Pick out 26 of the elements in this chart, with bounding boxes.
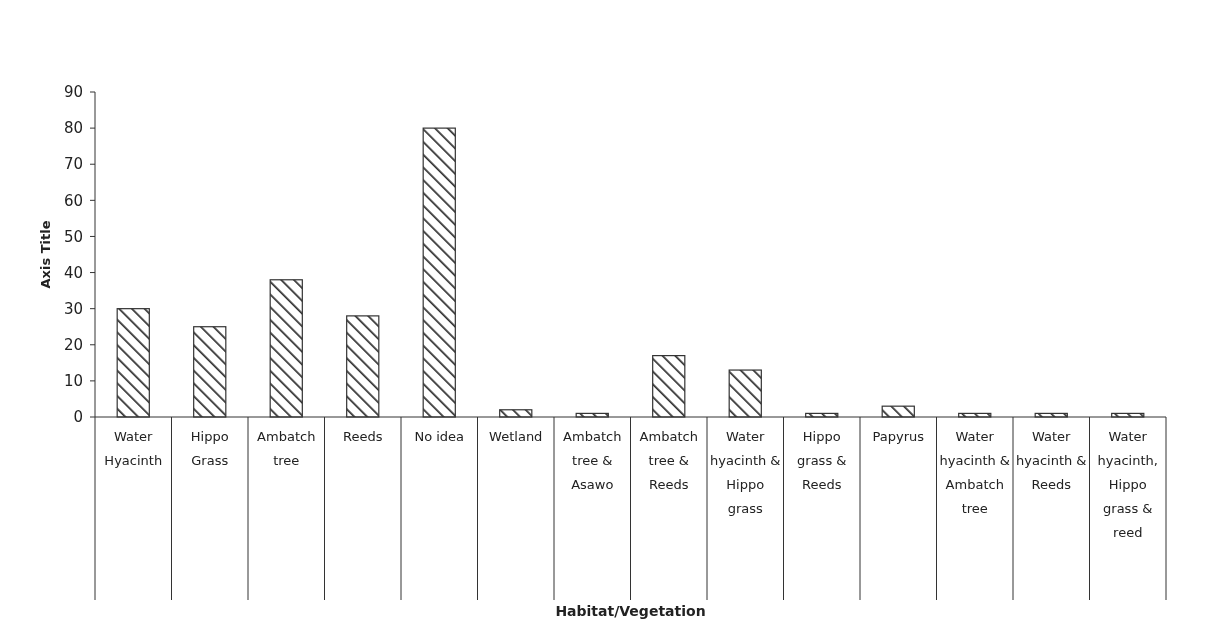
y-tick-label: 70	[63, 155, 83, 174]
x-tick-label: Reeds	[343, 429, 383, 444]
y-tick-label: 0	[73, 408, 83, 427]
x-axis-title: Habitat/Vegetation	[555, 603, 706, 619]
x-tick-label: Water hyacinth & Ambatch tree	[939, 429, 1011, 516]
x-tick-label: Water hyacinth & Hippo grass	[709, 429, 781, 516]
y-tick-label: 20	[63, 336, 83, 355]
y-tick-label: 50	[63, 227, 83, 246]
y-tick-label: 80	[63, 119, 83, 138]
x-tick-label: Papyrus	[872, 429, 925, 444]
y-axis-title: Axis Title	[38, 220, 53, 289]
y-tick-label: 90	[63, 83, 83, 102]
x-tick-label: Hippo grass & Reeds	[797, 429, 847, 492]
x-tick-label: Hippo Grass	[190, 429, 229, 468]
x-tick-label: Ambatch tree	[257, 429, 316, 468]
x-tick-label: Ambatch tree & Reeds	[639, 429, 698, 492]
y-tick-label: 40	[63, 263, 83, 282]
x-tick-label: No idea	[414, 429, 465, 444]
x-tick-label: Water hyacinth & Reeds	[1015, 429, 1087, 492]
y-tick-label: 10	[63, 372, 83, 391]
x-tick-label: Water hyacinth, Hippo grass & reed	[1097, 429, 1158, 540]
y-tick-label: 30	[63, 299, 83, 318]
x-tick-label: Wetland	[489, 429, 543, 444]
x-tick-label: Ambatch tree & Asawo	[563, 429, 622, 492]
y-tick-label: 60	[63, 191, 83, 210]
x-tick-label: Water Hyacinth	[104, 429, 163, 468]
